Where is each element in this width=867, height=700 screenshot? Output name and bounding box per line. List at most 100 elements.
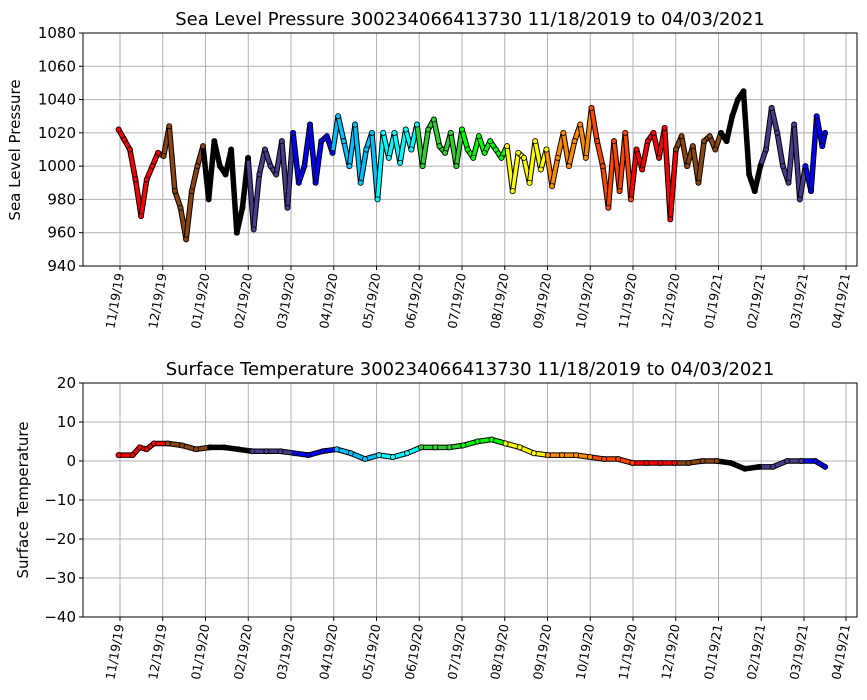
chart1-data-point xyxy=(701,138,708,145)
chart2-data-point xyxy=(143,446,150,453)
chart1-data-segment xyxy=(375,131,385,202)
chart2-data-point xyxy=(235,446,242,453)
chart2-xtick-label: 06/19/20 xyxy=(402,623,427,681)
chart2-ytick-label: −10 xyxy=(44,491,76,509)
chart1-data-point xyxy=(318,138,325,145)
chart2-ylabel: Surface Temperature xyxy=(14,422,32,579)
chart1-data-segment xyxy=(741,89,751,177)
chart1-data-point xyxy=(397,159,404,166)
chart2-xtick-label: 10/19/20 xyxy=(573,623,598,681)
chart1-data-point xyxy=(796,196,803,203)
chart2-ytick-label: −30 xyxy=(44,569,76,587)
chart2-data-point xyxy=(755,463,762,470)
chart1-data-point xyxy=(121,136,128,143)
chart2-ytick-label: 0 xyxy=(66,452,76,470)
chart1-data-point xyxy=(205,196,212,203)
chart1-data-segment xyxy=(696,139,706,185)
chart1-data-point xyxy=(639,166,646,173)
chart1-data-point xyxy=(565,163,572,170)
chart2-data-point xyxy=(192,446,199,453)
chart2-data-point xyxy=(784,457,791,464)
chart1-xtick-label: 04/19/21 xyxy=(828,272,853,330)
chart1-data-point xyxy=(667,216,674,223)
chart1-ytick-label: 1020 xyxy=(38,124,76,142)
chart1-data-point xyxy=(233,229,240,236)
chart1-data-point xyxy=(290,129,297,136)
chart1-xtick-label: 11/19/20 xyxy=(615,272,640,330)
chart1-data-point xyxy=(520,154,527,161)
chart1-data-segment xyxy=(550,156,560,188)
chart2-data xyxy=(115,436,829,472)
chart2-xtick-label: 05/19/20 xyxy=(359,623,384,681)
chart1-data-point xyxy=(216,163,223,170)
chart2-data-point xyxy=(741,465,748,472)
chart2-data-point xyxy=(305,452,312,459)
chart1-data-segment xyxy=(358,147,369,185)
chart1-data-point xyxy=(588,104,595,111)
chart1-data-point xyxy=(723,138,730,145)
chart1-data xyxy=(115,88,829,243)
chart1-data-point xyxy=(757,163,764,170)
chart2-data-point xyxy=(615,456,622,463)
chart1-data-point xyxy=(126,146,133,153)
chart1-data-point xyxy=(301,163,308,170)
chart1-data-segment xyxy=(167,124,177,193)
chart1-data-segment xyxy=(432,117,442,148)
chart1-xticks: 11/19/19 12/19/19 01/19/20 02/19/20 03/19/20… xyxy=(102,266,853,330)
chart1-ylabel: Sea Level Pressure xyxy=(6,79,24,220)
chart1-data-point xyxy=(644,138,651,145)
chart2-data-point xyxy=(319,448,326,455)
chart1-data-point xyxy=(464,146,471,153)
chart1-data-point xyxy=(368,129,375,136)
chart2-data-point xyxy=(713,457,720,464)
chart1-data-point xyxy=(408,146,415,153)
chart1-data-point xyxy=(430,116,437,123)
chart1-data-point xyxy=(115,126,122,133)
chart1-data-point xyxy=(577,121,584,128)
chart2-xticks: 11/19/19 12/19/19 01/19/20 02/19/20 03/19/20… xyxy=(102,617,853,681)
chart1-data-point xyxy=(616,188,623,195)
chart1-data-segment xyxy=(128,147,138,182)
chart1-data-segment xyxy=(460,127,470,152)
chart1-data-point xyxy=(166,123,173,130)
chart2-xtick-label: 11/19/19 xyxy=(102,623,127,681)
chart1-data-segment xyxy=(336,114,346,143)
chart1-xtick-label: 02/19/21 xyxy=(744,272,769,330)
chart1-data-point xyxy=(475,133,482,140)
chart1-ytick-label: 960 xyxy=(47,224,76,242)
chart2-data-point xyxy=(361,456,368,463)
chart1-data-segment xyxy=(420,127,430,168)
chart1-data-point xyxy=(695,179,702,186)
chart1-data-point xyxy=(295,179,302,186)
chart2-xtick-label: 12/19/19 xyxy=(145,623,170,681)
chart1-data-segment xyxy=(206,139,217,202)
chart1-ytick-label: 1040 xyxy=(38,91,76,109)
chart2-data-point xyxy=(558,452,565,459)
chart1-data-segment xyxy=(190,164,200,193)
chart2-ytick-label: −40 xyxy=(44,608,76,626)
chart1-data-point xyxy=(183,236,190,243)
chart2-data-point xyxy=(277,448,284,455)
chart2-data-point xyxy=(375,452,382,459)
chart1-data-point xyxy=(453,163,460,170)
chart1-title: Sea Level Pressure 300234066413730 11/18… xyxy=(175,9,765,30)
chart1-data-point xyxy=(526,179,533,186)
chart1-data-segment xyxy=(640,139,650,172)
chart1-data-point xyxy=(413,121,420,128)
chart1-data-point xyxy=(543,146,550,153)
chart1-data-point xyxy=(222,171,229,178)
chart1-xtick-label: 11/19/19 xyxy=(102,272,127,330)
chart1-data-point xyxy=(335,113,342,120)
chart1-data-point xyxy=(661,124,668,131)
chart1-data-point xyxy=(763,146,770,153)
chart1-data-point xyxy=(447,129,454,136)
chart1-data-point xyxy=(672,146,679,153)
chart1-ytick-label: 1060 xyxy=(38,57,76,75)
chart1-data-point xyxy=(352,121,359,128)
chart1-data-point xyxy=(188,188,195,195)
chart1-data-point xyxy=(779,163,786,170)
chart2-ytick-label: 20 xyxy=(57,374,76,392)
chart1-xtick-label: 12/19/19 xyxy=(145,272,170,330)
chart2-data-point xyxy=(207,444,214,451)
